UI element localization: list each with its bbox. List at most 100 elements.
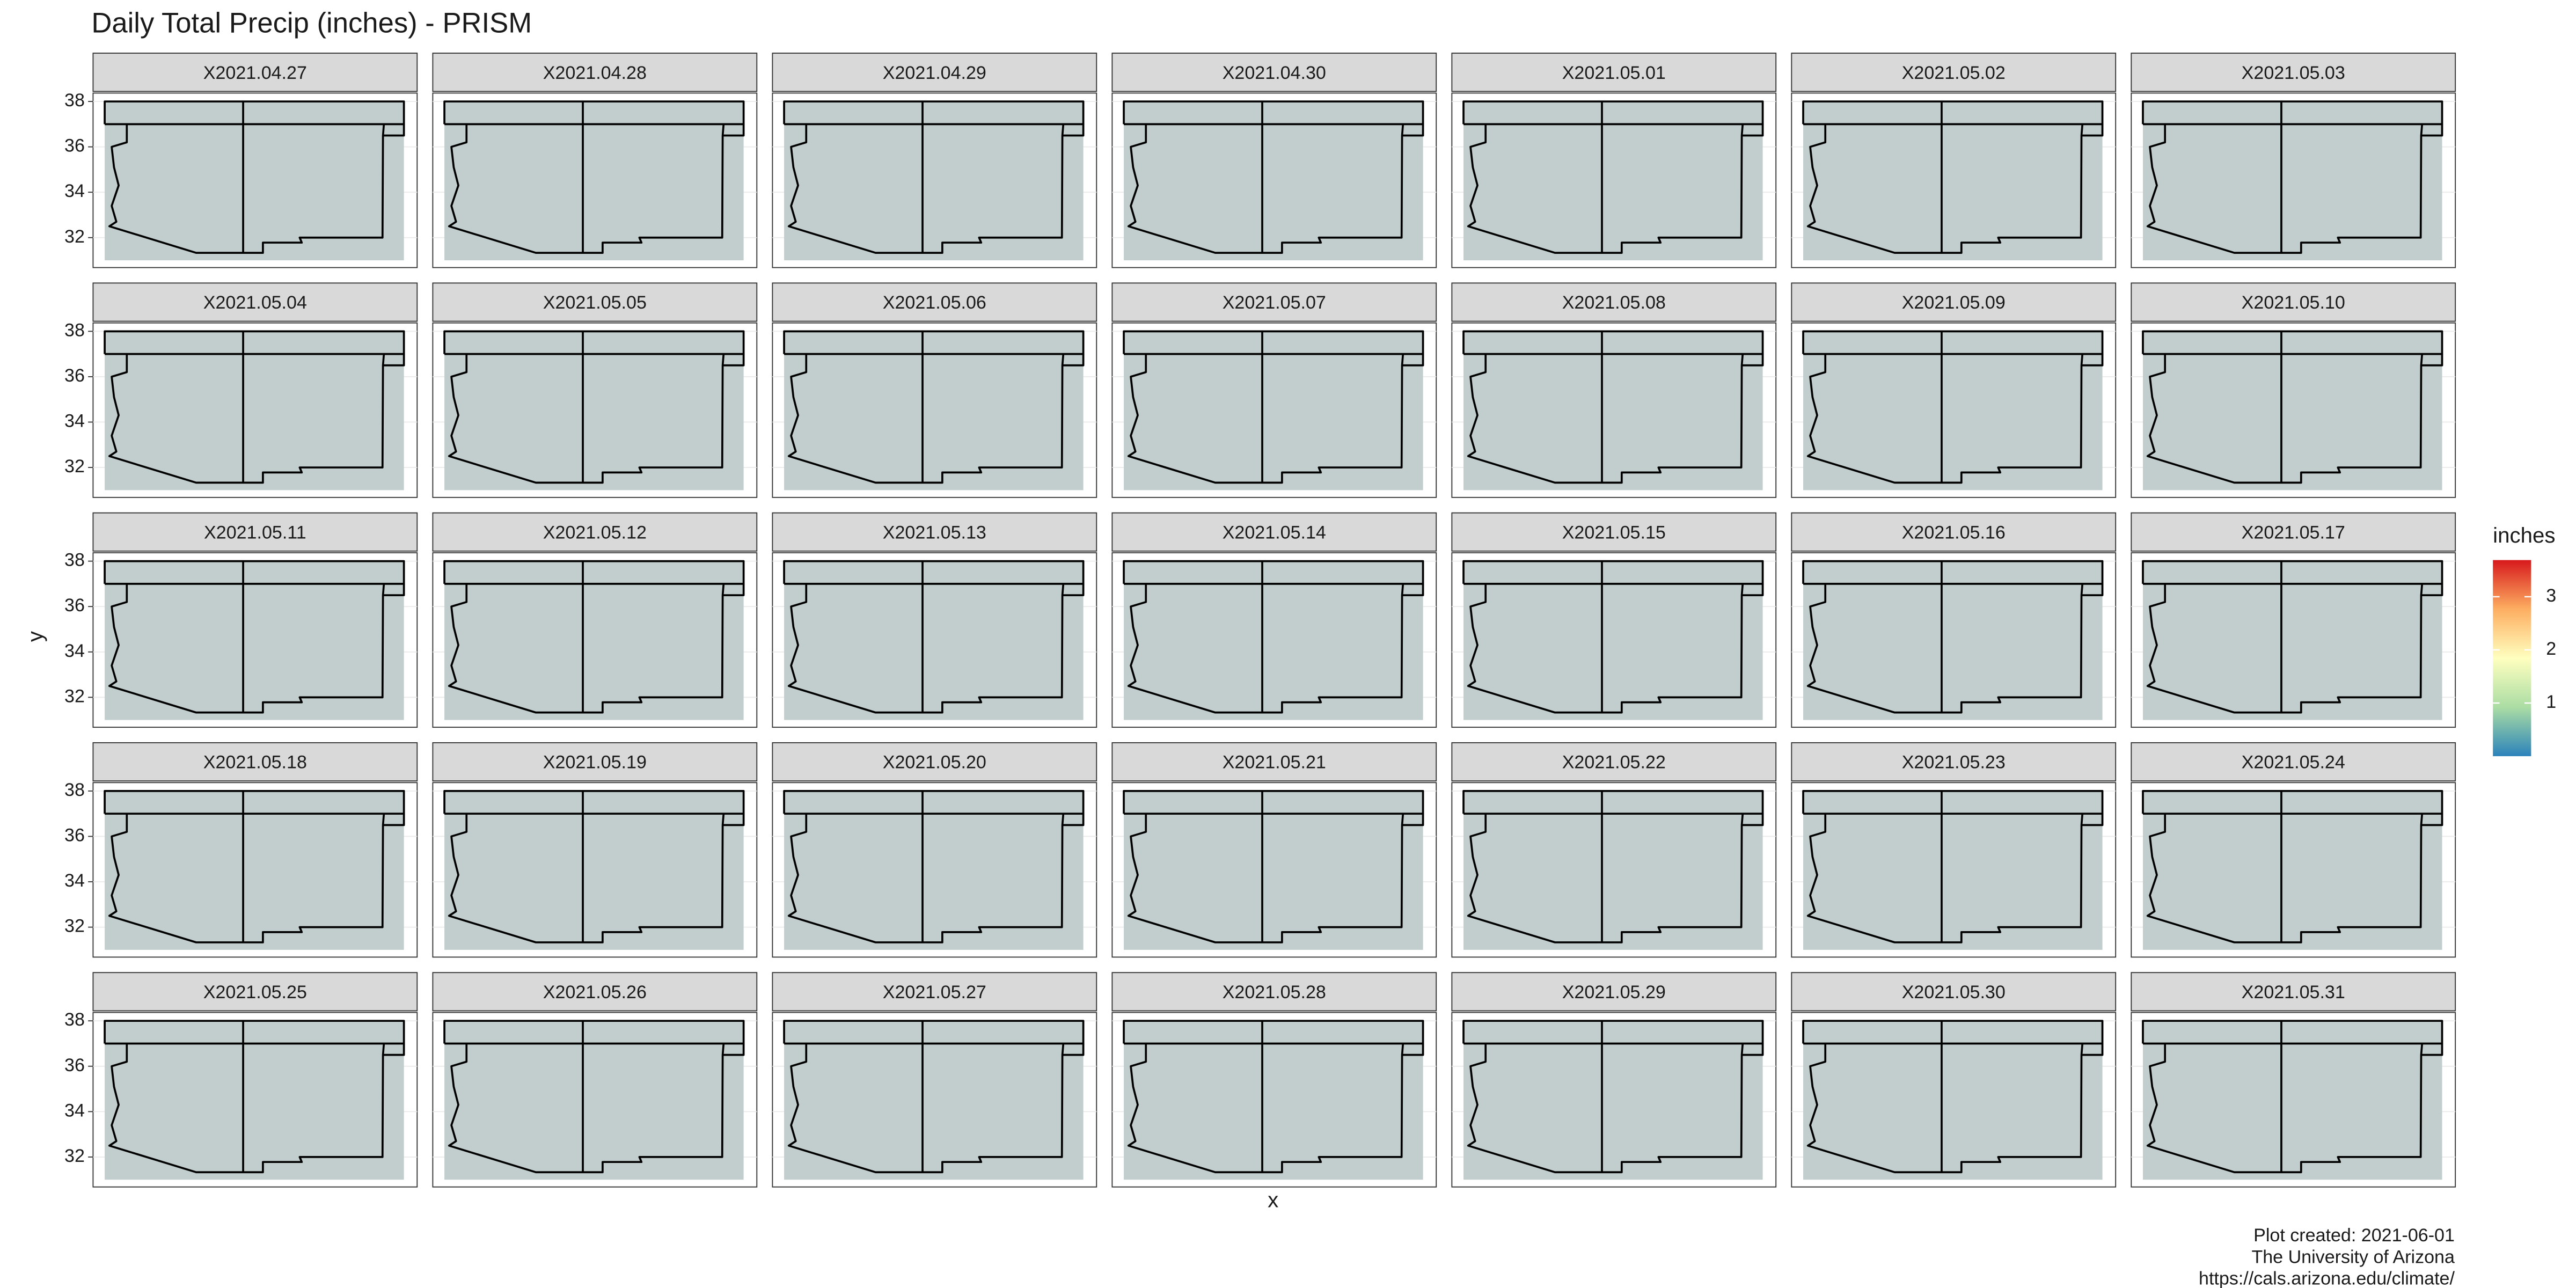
state-boundary bbox=[1127, 124, 1404, 254]
y-tick-label: 36 bbox=[64, 136, 85, 156]
facet-label: X2021.05.02 bbox=[1902, 63, 2006, 83]
state-boundary bbox=[1127, 1043, 1404, 1174]
y-tick-label: 32 bbox=[64, 226, 85, 247]
map-area bbox=[784, 561, 1084, 720]
state-boundary bbox=[2421, 124, 2443, 137]
facet-label: X2021.05.27 bbox=[883, 982, 986, 1002]
facet-strip bbox=[772, 972, 1097, 1012]
facet-label: X2021.05.22 bbox=[1562, 752, 1666, 773]
state-boundary bbox=[448, 583, 725, 714]
map-area bbox=[1124, 1021, 1423, 1180]
map-area bbox=[1803, 791, 2103, 950]
facet-strip bbox=[1451, 53, 1777, 92]
colorbar-tick-label: 2 bbox=[2546, 639, 2556, 659]
state-boundary bbox=[2146, 583, 2424, 714]
state-boundary bbox=[1402, 354, 1424, 367]
state-boundary bbox=[787, 583, 1065, 714]
y-tick-label: 36 bbox=[64, 365, 85, 386]
facet-label: X2021.05.05 bbox=[543, 292, 647, 313]
map-area bbox=[1803, 1021, 2103, 1180]
map-area bbox=[784, 101, 1084, 261]
facet-strip bbox=[92, 282, 418, 322]
map-area bbox=[1124, 331, 1423, 491]
y-tick-label: 34 bbox=[64, 181, 85, 201]
y-tick-label: 38 bbox=[64, 90, 85, 111]
state-boundary bbox=[1467, 583, 1744, 714]
facet-strip bbox=[432, 512, 758, 552]
facet-strip bbox=[92, 53, 418, 92]
facet-strip bbox=[1451, 512, 1777, 552]
facet-label: X2021.05.06 bbox=[883, 292, 986, 313]
state-boundary bbox=[1802, 100, 2104, 126]
map-area bbox=[444, 561, 744, 720]
facet-strip bbox=[772, 53, 1097, 92]
state-boundary bbox=[104, 330, 405, 355]
facet-strip bbox=[1791, 53, 2117, 92]
facet-strip bbox=[1791, 282, 2117, 322]
state-boundary bbox=[1802, 790, 2104, 815]
facet-label: X2021.05.04 bbox=[203, 292, 307, 313]
facet-label: X2021.04.29 bbox=[883, 63, 986, 83]
state-boundary bbox=[2081, 583, 2104, 596]
state-boundary bbox=[1127, 354, 1404, 484]
map-area bbox=[1463, 1021, 1763, 1180]
state-boundary bbox=[383, 583, 405, 596]
facet-label: X2021.05.08 bbox=[1562, 292, 1666, 313]
facet-label: X2021.05.28 bbox=[1223, 982, 1326, 1002]
state-boundary bbox=[1402, 124, 1424, 137]
y-tick-label: 34 bbox=[64, 641, 85, 661]
state-boundary bbox=[448, 1043, 725, 1174]
facet-strip bbox=[432, 972, 758, 1012]
state-boundary bbox=[1467, 354, 1744, 484]
facet-label: X2021.05.07 bbox=[1223, 292, 1326, 313]
facet-strip bbox=[432, 53, 758, 92]
state-boundary bbox=[108, 354, 385, 484]
state-boundary bbox=[1462, 560, 1764, 585]
state-boundary bbox=[2142, 330, 2443, 355]
state-boundary bbox=[1462, 1020, 1764, 1045]
state-boundary bbox=[722, 354, 745, 367]
map-area bbox=[1124, 561, 1423, 720]
state-boundary bbox=[722, 124, 745, 137]
y-tick-label: 36 bbox=[64, 825, 85, 845]
state-boundary bbox=[2081, 354, 2104, 367]
state-boundary bbox=[1462, 100, 1764, 126]
state-boundary bbox=[1123, 790, 1424, 815]
state-boundary bbox=[1741, 1043, 1764, 1056]
state-boundary bbox=[1806, 124, 2084, 254]
state-boundary bbox=[787, 1043, 1065, 1174]
state-boundary bbox=[1123, 1020, 1424, 1045]
state-boundary bbox=[1462, 790, 1764, 815]
state-boundary bbox=[443, 1020, 745, 1045]
map-area bbox=[784, 1021, 1084, 1180]
map-area bbox=[105, 101, 404, 261]
facet-label: X2021.05.24 bbox=[2242, 752, 2345, 773]
state-boundary bbox=[1802, 560, 2104, 585]
facet-strip bbox=[1791, 742, 2117, 782]
y-tick-label: 36 bbox=[64, 1055, 85, 1075]
state-boundary bbox=[1402, 583, 1424, 596]
state-boundary bbox=[1806, 814, 2084, 943]
state-boundary bbox=[783, 790, 1085, 815]
facet-label: X2021.05.30 bbox=[1902, 982, 2006, 1002]
facet-label: X2021.05.14 bbox=[1223, 522, 1326, 543]
state-boundary bbox=[443, 100, 745, 126]
state-boundary bbox=[104, 1020, 405, 1045]
facet-label: X2021.05.17 bbox=[2242, 522, 2345, 543]
state-boundary bbox=[383, 124, 405, 137]
y-tick-label: 32 bbox=[64, 456, 85, 477]
state-boundary bbox=[2421, 814, 2443, 826]
map-area bbox=[2142, 1021, 2442, 1180]
map-area bbox=[1463, 101, 1763, 261]
map-area bbox=[2142, 791, 2442, 950]
map-area bbox=[105, 1021, 404, 1180]
facet-label: X2021.05.23 bbox=[1902, 752, 2006, 773]
facet-strip bbox=[432, 282, 758, 322]
facet-label: X2021.05.26 bbox=[543, 982, 647, 1002]
state-boundary bbox=[104, 560, 405, 585]
state-boundary bbox=[1062, 354, 1085, 367]
state-boundary bbox=[108, 124, 385, 254]
facet-strip bbox=[1791, 512, 2117, 552]
facet-strip bbox=[772, 742, 1097, 782]
state-boundary bbox=[1127, 583, 1404, 714]
